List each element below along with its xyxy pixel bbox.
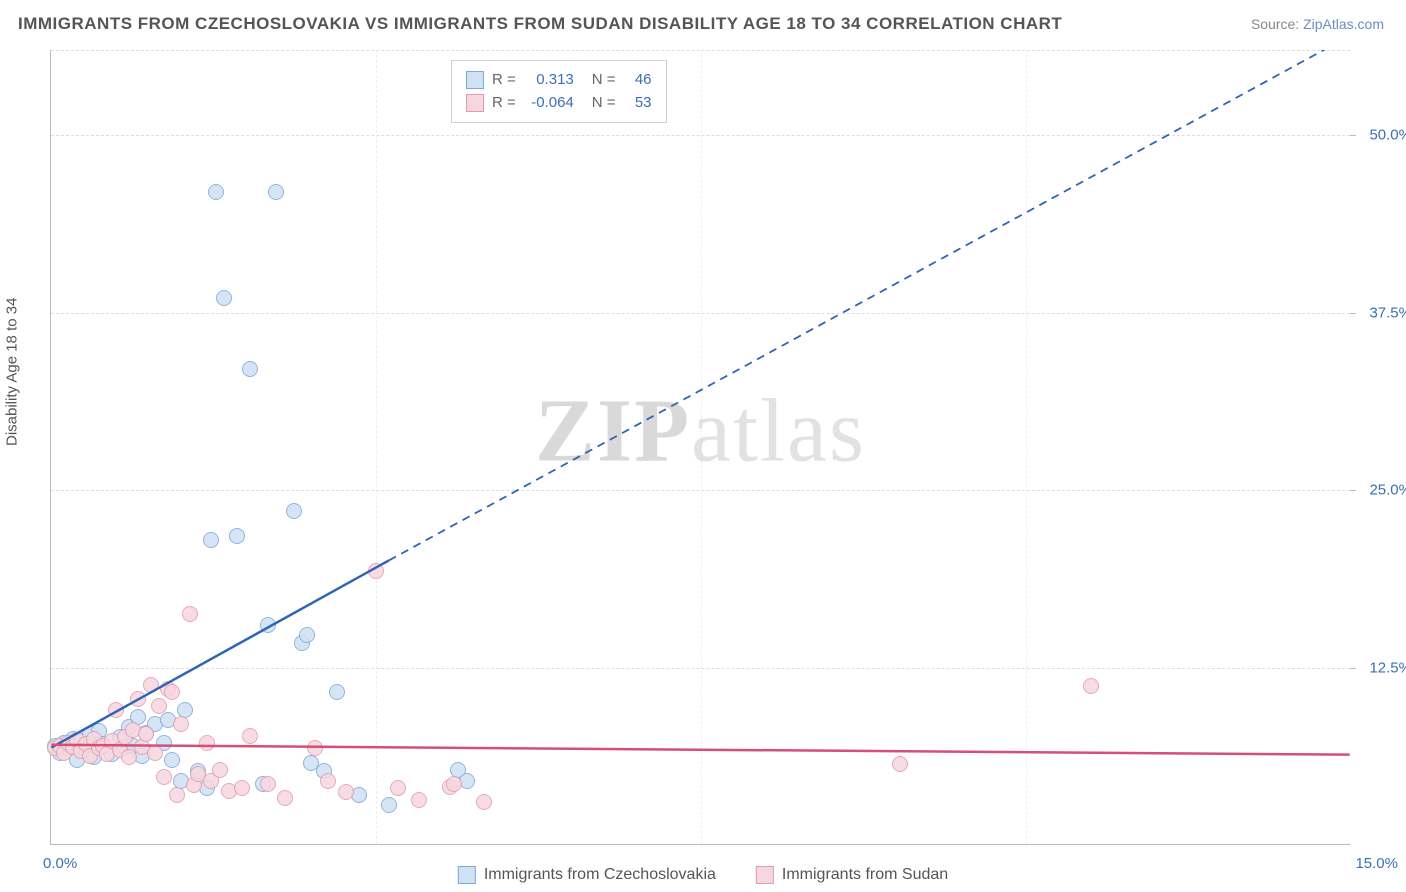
scatter-point <box>260 776 276 792</box>
scatter-point <box>212 762 228 778</box>
legend-swatch <box>756 866 774 884</box>
scatter-point <box>338 784 354 800</box>
source-prefix: Source: <box>1251 16 1303 32</box>
legend-item: Immigrants from Czechoslovakia <box>458 866 716 884</box>
x-tick-label: 15.0% <box>1355 855 1398 872</box>
scatter-point <box>203 532 219 548</box>
scatter-point <box>320 773 336 789</box>
scatter-point <box>1083 678 1099 694</box>
r-value: -0.064 <box>524 92 574 115</box>
scatter-point <box>390 780 406 796</box>
scatter-point <box>329 684 345 700</box>
scatter-point <box>182 606 198 622</box>
scatter-point <box>229 528 245 544</box>
scatter-point <box>368 563 384 579</box>
scatter-point <box>411 792 427 808</box>
scatter-point <box>164 752 180 768</box>
scatter-point <box>299 627 315 643</box>
y-tick-mark <box>1350 313 1356 314</box>
scatter-point <box>242 361 258 377</box>
source-link[interactable]: ZipAtlas.com <box>1303 16 1384 32</box>
vgridline <box>376 50 377 844</box>
legend-stats-row: R = 0.313 N = 46 <box>466 69 652 92</box>
chart-plot-area: ZIPatlas R =0.313N =46R =-0.064N =53 12.… <box>50 50 1350 845</box>
vgridline <box>701 50 702 844</box>
scatter-point <box>208 184 224 200</box>
scatter-point <box>260 617 276 633</box>
legend-swatch <box>466 71 484 89</box>
r-label: R = <box>492 92 516 115</box>
correlation-legend: R = 0.313 N = 46 R = -0.064 N = 53 <box>451 60 667 123</box>
x-tick-label: 0.0% <box>43 855 77 872</box>
r-label: R = <box>492 69 516 92</box>
y-tick-mark <box>1350 490 1356 491</box>
scatter-point <box>173 716 189 732</box>
y-axis-title: Disability Age 18 to 34 <box>4 298 21 446</box>
scatter-point <box>143 677 159 693</box>
scatter-point <box>151 698 167 714</box>
r-value: 0.313 <box>524 69 574 92</box>
y-tick-label: 37.5% <box>1369 304 1406 321</box>
scatter-point <box>277 790 293 806</box>
y-tick-mark <box>1350 668 1356 669</box>
scatter-point <box>307 740 323 756</box>
source-attribution: Source: ZipAtlas.com <box>1251 16 1384 32</box>
scatter-point <box>108 702 124 718</box>
y-tick-label: 25.0% <box>1369 482 1406 499</box>
scatter-point <box>242 728 258 744</box>
chart-title: IMMIGRANTS FROM CZECHOSLOVAKIA VS IMMIGR… <box>18 14 1062 34</box>
scatter-point <box>476 794 492 810</box>
legend-label: Immigrants from Czechoslovakia <box>484 866 716 884</box>
legend-label: Immigrants from Sudan <box>782 866 948 884</box>
scatter-point <box>286 503 302 519</box>
n-label: N = <box>592 92 616 115</box>
scatter-point <box>130 691 146 707</box>
n-label: N = <box>592 69 616 92</box>
scatter-point <box>199 735 215 751</box>
scatter-point <box>164 684 180 700</box>
n-value: 46 <box>624 69 652 92</box>
scatter-point <box>147 745 163 761</box>
legend-swatch <box>466 94 484 112</box>
y-tick-label: 50.0% <box>1369 127 1406 144</box>
scatter-point <box>216 290 232 306</box>
scatter-point <box>234 780 250 796</box>
legend-stats-row: R = -0.064 N = 53 <box>466 92 652 115</box>
scatter-point <box>268 184 284 200</box>
vgridline <box>1026 50 1027 844</box>
watermark-bold: ZIP <box>535 382 691 481</box>
scatter-point <box>892 756 908 772</box>
scatter-point <box>156 769 172 785</box>
scatter-point <box>169 787 185 803</box>
n-value: 53 <box>624 92 652 115</box>
series-legend: Immigrants from Czechoslovakia Immigrants… <box>458 866 948 884</box>
scatter-point <box>446 776 462 792</box>
y-tick-label: 12.5% <box>1369 659 1406 676</box>
legend-swatch <box>458 866 476 884</box>
legend-item: Immigrants from Sudan <box>756 866 948 884</box>
scatter-point <box>381 797 397 813</box>
scatter-point <box>138 726 154 742</box>
y-tick-mark <box>1350 135 1356 136</box>
watermark-rest: atlas <box>691 382 866 481</box>
